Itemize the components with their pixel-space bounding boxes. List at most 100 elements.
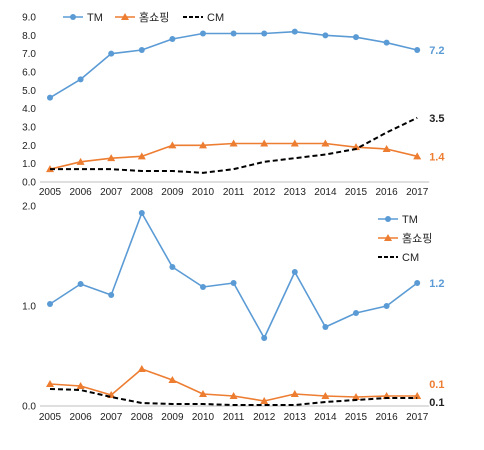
chart1-home-point (321, 139, 330, 147)
chart2-legend-home-marker (384, 234, 392, 241)
chart2-y-tick-label: 2.0 (22, 202, 36, 213)
chart2-x-tick-label: 2013 (284, 412, 307, 423)
chart2-legend-cm-label: CM (402, 252, 419, 264)
chart1-home-point (76, 157, 85, 165)
chart2-cm-end-label: 0.1 (429, 397, 444, 409)
chart2-tm-point (200, 284, 206, 290)
chart2-tm-point (261, 335, 268, 341)
chart2-home-end-label: 0.1 (429, 379, 444, 391)
chart2-x-tick-label: 2016 (375, 412, 398, 423)
chart1-y-tick-label: 0.0 (22, 178, 36, 189)
chart1-home-point (168, 141, 177, 149)
chart1-home-point (413, 152, 422, 160)
chart2-x-tick-label: 2015 (345, 412, 368, 423)
chart1-cm-end-label: 3.5 (429, 113, 444, 125)
chart1-tm-point (353, 34, 359, 41)
chart2-home-point (413, 392, 422, 399)
chart1-series-tm-line (49, 30, 418, 99)
chart2-x-tick-label: 2006 (69, 412, 92, 423)
chart1-tm-point (108, 50, 115, 57)
chart1-tm-point (322, 32, 329, 39)
chart2-tm-point (383, 303, 390, 309)
chart2-series-cm-line (49, 388, 418, 406)
chart2-x-tick-label: 2011 (223, 412, 245, 423)
chart2-x-tick-label: 2005 (39, 412, 62, 423)
chart2-y-tick-label: 1.0 (22, 302, 36, 313)
chart1-legend-home-label: 홈쇼핑 (139, 10, 169, 24)
chart2-tm-point (138, 210, 145, 216)
chart2-x-tick-label: 2007 (100, 412, 123, 423)
chart2-legend-tm-marker (385, 216, 391, 222)
chart2-tm-point (230, 280, 237, 286)
chart2-tm-point (291, 269, 298, 275)
chart1-x-tick-label: 2010 (192, 187, 215, 198)
chart1-legend-cm-label: CM (207, 12, 224, 24)
chart1-home-end-label: 1.4 (429, 151, 445, 163)
chart1-legend-home-marker (121, 13, 129, 20)
chart1-x-tick-label: 2015 (345, 187, 368, 198)
chart2-x-tick-label: 2014 (314, 412, 337, 423)
chart1-y-tick-label: 9.0 (22, 13, 36, 24)
chart1-home-point (260, 139, 269, 147)
chart1-tm-point (261, 30, 268, 37)
chart1-tm-point (291, 28, 298, 35)
chart2-tm-point (322, 324, 329, 330)
chart2-legend-tm-label: TM (402, 214, 418, 226)
chart1-tm-point (77, 76, 84, 83)
chart2-x-tick-label: 2010 (192, 412, 215, 423)
chart1-home-point (290, 139, 299, 147)
chart1-tm-point (383, 39, 390, 46)
chart2-home-point (229, 392, 238, 399)
chart1-home-point (229, 139, 238, 147)
chart1-tm-end-label: 7.2 (429, 45, 444, 57)
chart1-tm-point (47, 94, 53, 101)
chart1-home-point (137, 152, 146, 160)
chart1-x-tick-label: 2006 (69, 187, 92, 198)
chart1-y-tick-label: 4.0 (22, 104, 36, 115)
chart1-x-tick-label: 2017 (406, 187, 429, 198)
chart2-home-point (199, 390, 207, 397)
chart2-tm-point (414, 280, 421, 286)
chart2-tm-point (47, 301, 53, 307)
chart2-home-point (290, 390, 299, 397)
chart2-x-tick-label: 2008 (131, 412, 154, 423)
chart1-x-tick-label: 2008 (131, 187, 154, 198)
chart1-series-cm-line (50, 116, 418, 174)
chart2-x-tick-label: 2009 (161, 412, 184, 423)
chart2-y-tick-label: 0.0 (22, 402, 36, 413)
chart1-y-tick-label: 8.0 (22, 31, 36, 42)
chart2-x-tick-label: 2017 (406, 412, 429, 423)
chart2-home-point (137, 365, 146, 372)
chart2-home-point (46, 380, 54, 387)
chart1-legend-tm-label: TM (87, 12, 103, 24)
chart2-home-point (352, 393, 360, 400)
chart1-series-home-line (49, 142, 418, 170)
chart1-tm-point (200, 30, 206, 37)
chart2-home-point (76, 382, 85, 389)
chart1-legend-tm-marker (70, 14, 76, 20)
chart1-y-tick-label: 6.0 (22, 68, 36, 79)
chart1-y-tick-label: 2.0 (22, 141, 36, 152)
chart1-y-tick-label: 7.0 (22, 49, 36, 60)
chart2-home-point (321, 392, 330, 399)
chart1-x-tick-label: 2012 (253, 187, 276, 198)
chart2-home-point (260, 397, 269, 404)
chart1-tm-point (138, 47, 145, 53)
chart1-home-point (107, 154, 116, 162)
chart2-series-tm-line (49, 212, 418, 339)
chart1-x-tick-label: 2007 (100, 187, 123, 198)
chart1-tm-point (169, 36, 176, 42)
chart1-x-tick-label: 2016 (375, 187, 398, 198)
chart1-x-tick-label: 2013 (284, 187, 307, 198)
chart2-home-point (168, 376, 177, 383)
chart2-tm-point (108, 292, 115, 298)
chart2-tm-point (353, 310, 359, 316)
chart2-x-tick-label: 2012 (253, 412, 276, 423)
chart1-x-tick-label: 2005 (39, 187, 62, 198)
chart1-home-point (382, 145, 391, 152)
chart1-x-tick-label: 2009 (161, 187, 184, 198)
chart1-x-tick-label: 2014 (314, 187, 337, 198)
chart2-tm-point (169, 264, 176, 270)
chart1-x-tick-label: 2011 (223, 187, 245, 198)
